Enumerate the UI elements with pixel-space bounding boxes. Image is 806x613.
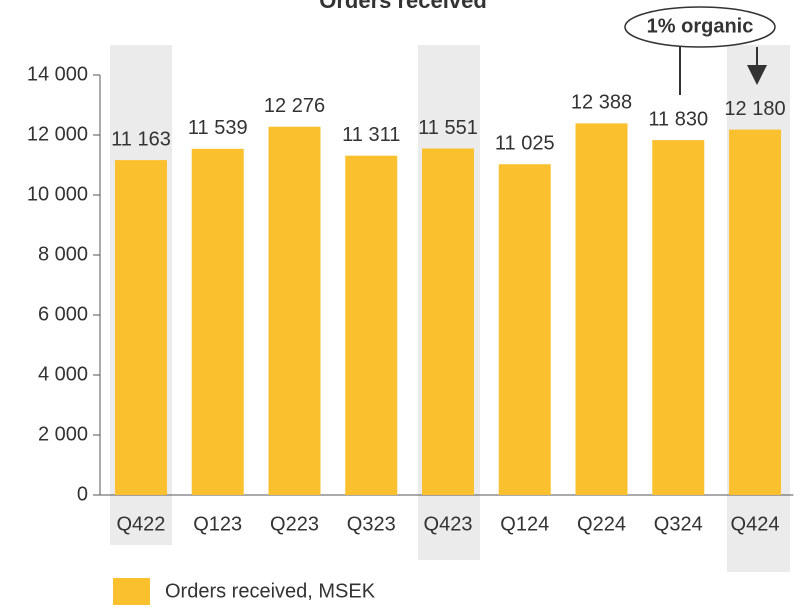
annotation-bubble	[624, 6, 776, 48]
x-tick-label: Q422	[117, 513, 166, 535]
y-tick-label: 8 000	[38, 243, 88, 265]
bar	[422, 148, 474, 495]
bar	[575, 123, 628, 496]
value-label: 11 163	[111, 128, 171, 150]
x-tick-label: Q323	[347, 513, 396, 535]
bar	[191, 148, 244, 495]
x-tick-label: Q124	[500, 513, 549, 535]
y-tick-label: 6 000	[38, 303, 88, 325]
value-label: 11 539	[188, 117, 248, 139]
y-tick-label: 14 000	[27, 63, 88, 85]
x-tick-label: Q224	[577, 513, 626, 535]
bar	[729, 129, 782, 495]
bar	[498, 164, 551, 495]
x-tick-label: Q123	[193, 513, 242, 535]
y-tick-label: 12 000	[27, 123, 88, 145]
bar	[268, 126, 321, 495]
chart-title: Orders received	[319, 0, 487, 13]
y-tick-label: 4 000	[38, 363, 88, 385]
legend-label: Orders received, MSEK	[165, 580, 376, 602]
y-tick-label: 2 000	[38, 423, 88, 445]
annotation: 1% organic	[647, 15, 754, 37]
x-tick-label: Q324	[654, 513, 703, 535]
bar	[652, 140, 705, 495]
value-label: 12 276	[264, 95, 325, 117]
x-tick-label: Q424	[731, 513, 780, 535]
plot: 0 2 000 4 000 6 000 8 000 10 000 12 000 14 000 Q…	[27, 63, 794, 535]
x-tick-label: Q223	[270, 513, 319, 535]
value-label: 11 311	[342, 124, 400, 146]
bar	[345, 155, 398, 496]
value-label: 11 025	[495, 133, 555, 155]
value-label: 12 388	[571, 92, 632, 114]
y-tick-label: 0	[77, 483, 88, 505]
y-tick-label: 10 000	[27, 183, 88, 205]
x-tick-label: Q423	[424, 513, 473, 535]
value-label: 12 180	[724, 98, 785, 120]
value-label: 11 551	[418, 117, 478, 139]
legend-swatch	[113, 578, 150, 605]
value-label: 11 830	[648, 108, 708, 130]
bar	[114, 160, 167, 496]
